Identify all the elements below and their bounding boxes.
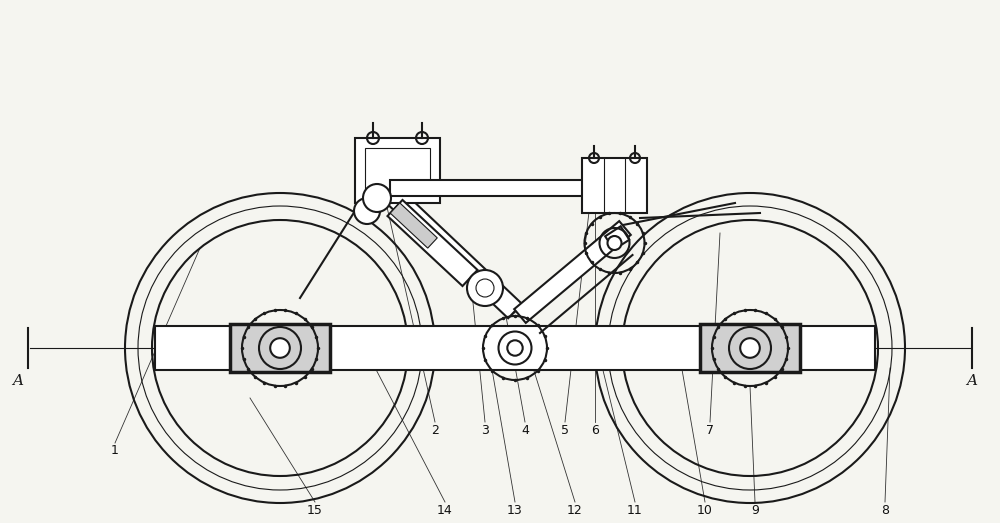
Text: 10: 10 [697,504,713,517]
Circle shape [608,236,622,250]
Text: A: A [967,374,978,388]
Polygon shape [378,181,522,319]
Text: 3: 3 [481,424,489,437]
Bar [582,158,647,213]
Text: A: A [12,374,24,388]
Text: 4: 4 [521,424,529,437]
Text: 8: 8 [881,504,889,517]
Circle shape [270,338,290,358]
Circle shape [363,184,391,212]
Bar [700,324,800,372]
Text: 13: 13 [507,504,523,517]
Text: 11: 11 [627,504,643,517]
Circle shape [354,198,380,224]
Polygon shape [605,226,629,249]
Bar [230,324,330,372]
Text: 12: 12 [567,504,583,517]
Circle shape [476,279,494,297]
Circle shape [740,338,760,358]
Polygon shape [390,203,437,248]
Bar [365,148,430,193]
Text: 1: 1 [111,445,119,458]
Bar [390,180,590,196]
Polygon shape [387,200,478,286]
Polygon shape [514,221,631,323]
Text: 6: 6 [591,424,599,437]
Circle shape [507,340,523,356]
Bar [355,138,440,203]
Text: 15: 15 [307,504,323,517]
Text: 9: 9 [751,504,759,517]
Circle shape [467,270,503,306]
Text: 2: 2 [431,424,439,437]
Text: 14: 14 [437,504,453,517]
Text: 7: 7 [706,424,714,437]
Bar [155,326,875,370]
Text: 5: 5 [561,424,569,437]
